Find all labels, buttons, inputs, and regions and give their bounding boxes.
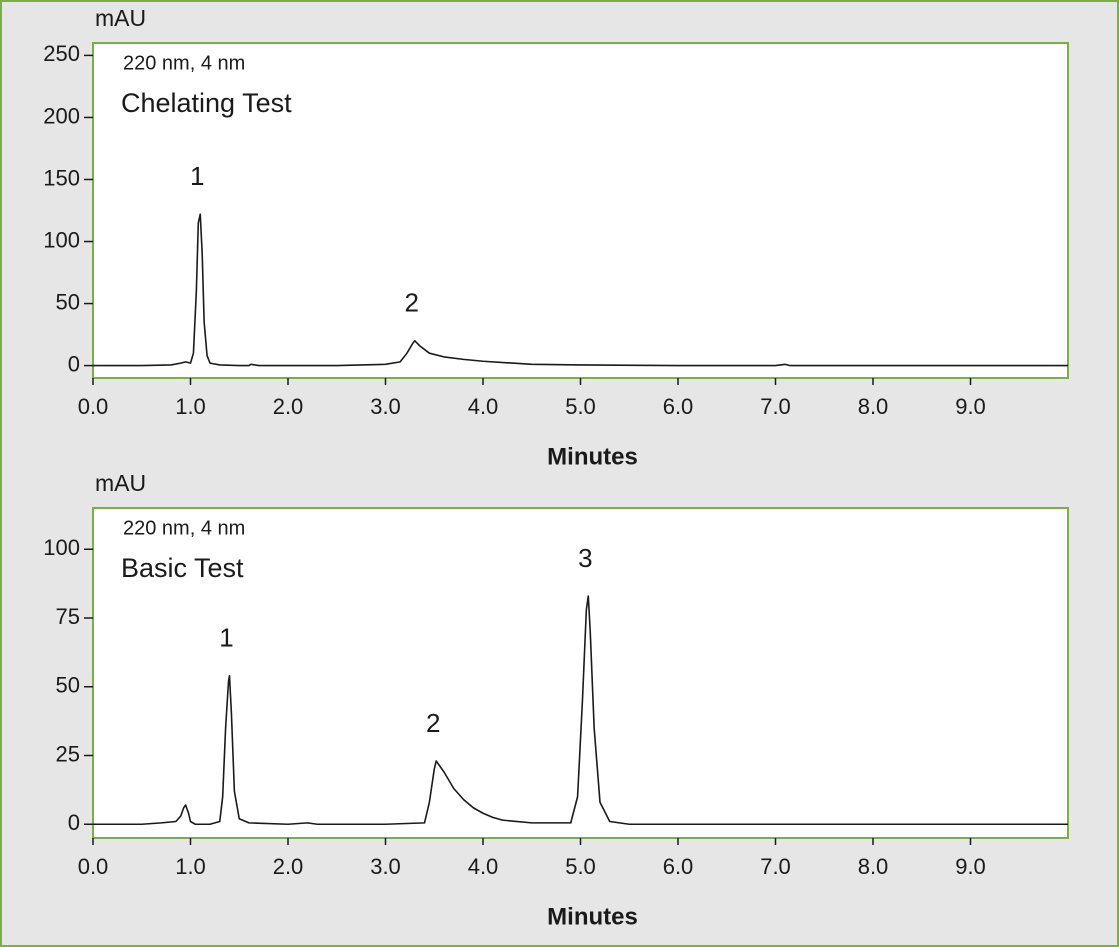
x-tick-label: 6.0 (663, 854, 694, 879)
y-tick-label: 0 (68, 351, 80, 376)
y-tick-label: 50 (56, 673, 80, 698)
chart-title: Chelating Test (121, 88, 292, 118)
y-tick-label: 0 (68, 810, 80, 835)
peak-label: 2 (426, 708, 440, 738)
x-tick-label: 7.0 (760, 394, 791, 419)
x-tick-label: 5.0 (565, 854, 596, 879)
y-tick-label: 50 (56, 289, 80, 314)
x-tick-label: 2.0 (273, 854, 304, 879)
plot-area (92, 507, 1069, 839)
x-axis-label: Minutes (547, 903, 638, 930)
y-tick-label: 200 (43, 103, 80, 128)
y-axis-label: mAU (95, 470, 146, 496)
y-tick-label: 100 (43, 227, 80, 252)
chart-title: Basic Test (121, 553, 244, 583)
x-tick-label: 1.0 (175, 394, 206, 419)
chromatogram-line (93, 595, 1068, 826)
x-tick-label: 3.0 (370, 394, 401, 419)
x-tick-label: 7.0 (760, 854, 791, 879)
x-tick-label: 9.0 (955, 394, 986, 419)
y-axis-label: mAU (95, 5, 146, 31)
y-tick-label: 100 (43, 535, 80, 560)
y-tick-label: 25 (56, 741, 80, 766)
x-tick-label: 4.0 (468, 394, 499, 419)
y-tick-label: 75 (56, 604, 80, 629)
x-tick-label: 0.0 (78, 394, 109, 419)
x-tick-label: 5.0 (565, 394, 596, 419)
chromatogram-line (93, 213, 1068, 367)
y-tick-label: 150 (43, 165, 80, 190)
peak-label: 2 (405, 288, 419, 318)
x-axis-label: Minutes (547, 443, 638, 470)
x-tick-label: 3.0 (370, 854, 401, 879)
x-tick-label: 8.0 (858, 854, 889, 879)
peak-label: 3 (578, 543, 592, 573)
peak-label: 1 (219, 623, 233, 653)
x-tick-label: 9.0 (955, 854, 986, 879)
subtitle: 220 nm, 4 nm (123, 52, 245, 74)
x-tick-label: 1.0 (175, 854, 206, 879)
x-tick-label: 6.0 (663, 394, 694, 419)
x-tick-label: 8.0 (858, 394, 889, 419)
x-tick-label: 0.0 (78, 854, 109, 879)
peak-label: 1 (190, 161, 204, 191)
plot-area (92, 42, 1069, 379)
subtitle: 220 nm, 4 nm (123, 517, 245, 539)
x-tick-label: 4.0 (468, 854, 499, 879)
y-tick-label: 250 (43, 41, 80, 66)
x-tick-label: 2.0 (273, 394, 304, 419)
